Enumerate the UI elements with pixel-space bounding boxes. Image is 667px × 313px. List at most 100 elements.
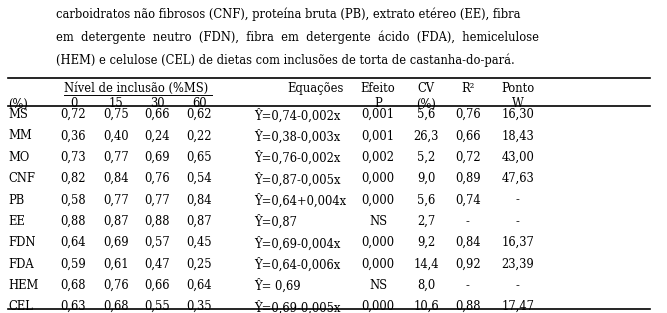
Text: 0,35: 0,35 bbox=[187, 300, 212, 313]
Text: 0,77: 0,77 bbox=[103, 151, 129, 164]
Text: Ŷ=0,76-0,002x: Ŷ=0,76-0,002x bbox=[253, 151, 340, 165]
Text: 0,000: 0,000 bbox=[362, 258, 395, 270]
Text: 26,3: 26,3 bbox=[414, 130, 439, 142]
Text: 0,45: 0,45 bbox=[187, 236, 212, 249]
Text: (HEM) e celulose (CEL) de dietas com inclusões de torta de castanha-do-pará.: (HEM) e celulose (CEL) de dietas com inc… bbox=[56, 54, 514, 67]
Text: 0,68: 0,68 bbox=[61, 279, 86, 292]
Text: 0,000: 0,000 bbox=[362, 300, 395, 313]
Text: 43,00: 43,00 bbox=[502, 151, 534, 164]
Text: 0,64: 0,64 bbox=[187, 279, 212, 292]
Text: 0,22: 0,22 bbox=[187, 130, 212, 142]
Text: 8,0: 8,0 bbox=[417, 279, 435, 292]
Text: 9,0: 9,0 bbox=[417, 172, 435, 185]
Text: 47,63: 47,63 bbox=[502, 172, 534, 185]
Text: 0,84: 0,84 bbox=[187, 193, 212, 207]
Text: CEL: CEL bbox=[8, 300, 33, 313]
Text: 18,43: 18,43 bbox=[502, 130, 534, 142]
Text: Ŷ=0,69-0,005x: Ŷ=0,69-0,005x bbox=[253, 300, 340, 313]
Text: -: - bbox=[516, 193, 520, 207]
Text: FDN: FDN bbox=[8, 236, 35, 249]
Text: carboidratos não fibrosos (CNF), proteína bruta (PB), extrato etéreo (EE), fibra: carboidratos não fibrosos (CNF), proteín… bbox=[56, 8, 520, 21]
Text: 30: 30 bbox=[150, 97, 165, 110]
Text: 0: 0 bbox=[70, 97, 77, 110]
Text: 0,55: 0,55 bbox=[145, 300, 170, 313]
Text: -: - bbox=[466, 215, 470, 228]
Text: NS: NS bbox=[369, 215, 388, 228]
Text: 0,36: 0,36 bbox=[61, 130, 86, 142]
Text: Ŷ=0,87: Ŷ=0,87 bbox=[253, 215, 297, 229]
Text: 0,000: 0,000 bbox=[362, 193, 395, 207]
Text: 5,2: 5,2 bbox=[417, 151, 435, 164]
Text: 0,58: 0,58 bbox=[61, 193, 86, 207]
Text: Ŷ=0,64+0,004x: Ŷ=0,64+0,004x bbox=[253, 193, 346, 208]
Text: 0,82: 0,82 bbox=[61, 172, 86, 185]
Text: 0,24: 0,24 bbox=[145, 130, 170, 142]
Text: 0,59: 0,59 bbox=[61, 258, 86, 270]
Text: FDA: FDA bbox=[8, 258, 33, 270]
Text: 14,4: 14,4 bbox=[414, 258, 439, 270]
Text: Equações: Equações bbox=[287, 82, 344, 95]
Text: MM: MM bbox=[8, 130, 32, 142]
Text: 16,37: 16,37 bbox=[502, 236, 534, 249]
Text: 0,73: 0,73 bbox=[61, 151, 86, 164]
Text: -: - bbox=[466, 279, 470, 292]
Text: CV: CV bbox=[418, 82, 434, 95]
Text: 0,72: 0,72 bbox=[455, 151, 481, 164]
Text: 0,002: 0,002 bbox=[362, 151, 395, 164]
Text: 0,40: 0,40 bbox=[103, 130, 129, 142]
Text: 0,89: 0,89 bbox=[455, 172, 481, 185]
Text: MS: MS bbox=[8, 108, 28, 121]
Text: PB: PB bbox=[8, 193, 24, 207]
Text: (%): (%) bbox=[8, 97, 28, 110]
Text: 0,76: 0,76 bbox=[455, 108, 481, 121]
Text: 0,88: 0,88 bbox=[61, 215, 86, 228]
Text: 0,62: 0,62 bbox=[187, 108, 212, 121]
Text: CNF: CNF bbox=[8, 172, 35, 185]
Text: (%): (%) bbox=[416, 97, 436, 110]
Text: 0,69: 0,69 bbox=[145, 151, 170, 164]
Text: 5,6: 5,6 bbox=[417, 193, 435, 207]
Text: 16,30: 16,30 bbox=[502, 108, 534, 121]
Text: 5,6: 5,6 bbox=[417, 108, 435, 121]
Text: Efeito: Efeito bbox=[361, 82, 396, 95]
Text: EE: EE bbox=[8, 215, 25, 228]
Text: 9,2: 9,2 bbox=[417, 236, 435, 249]
Text: 0,65: 0,65 bbox=[187, 151, 212, 164]
Text: 0,001: 0,001 bbox=[362, 130, 395, 142]
Text: 0,88: 0,88 bbox=[455, 300, 481, 313]
Text: 10,6: 10,6 bbox=[413, 300, 439, 313]
Text: 0,76: 0,76 bbox=[145, 172, 170, 185]
Text: Ŷ=0,74-0,002x: Ŷ=0,74-0,002x bbox=[253, 108, 340, 122]
Text: 0,87: 0,87 bbox=[187, 215, 212, 228]
Text: 0,72: 0,72 bbox=[61, 108, 86, 121]
Text: 0,66: 0,66 bbox=[145, 279, 170, 292]
Text: 0,66: 0,66 bbox=[455, 130, 481, 142]
Text: NS: NS bbox=[369, 279, 388, 292]
Text: 0,76: 0,76 bbox=[103, 279, 129, 292]
Text: 0,000: 0,000 bbox=[362, 172, 395, 185]
Text: 0,74: 0,74 bbox=[455, 193, 481, 207]
Text: Ŷ=0,69-0,004x: Ŷ=0,69-0,004x bbox=[253, 236, 340, 250]
Text: R²: R² bbox=[462, 82, 475, 95]
Text: 0,000: 0,000 bbox=[362, 236, 395, 249]
Text: 0,84: 0,84 bbox=[103, 172, 129, 185]
Text: 0,63: 0,63 bbox=[61, 300, 86, 313]
Text: Ŷ=0,64-0,006x: Ŷ=0,64-0,006x bbox=[253, 258, 340, 272]
Text: 0,54: 0,54 bbox=[187, 172, 212, 185]
Text: 0,88: 0,88 bbox=[145, 215, 170, 228]
Text: HEM: HEM bbox=[8, 279, 38, 292]
Text: -: - bbox=[516, 215, 520, 228]
Text: 0,69: 0,69 bbox=[103, 236, 129, 249]
Text: MO: MO bbox=[8, 151, 29, 164]
Text: 0,47: 0,47 bbox=[145, 258, 170, 270]
Text: 0,61: 0,61 bbox=[103, 258, 129, 270]
Text: 23,39: 23,39 bbox=[502, 258, 534, 270]
Text: -: - bbox=[516, 279, 520, 292]
Text: 0,87: 0,87 bbox=[103, 215, 129, 228]
Text: 15: 15 bbox=[109, 97, 123, 110]
Text: 0,64: 0,64 bbox=[61, 236, 86, 249]
Text: 0,001: 0,001 bbox=[362, 108, 395, 121]
Text: 0,75: 0,75 bbox=[103, 108, 129, 121]
Text: 0,77: 0,77 bbox=[145, 193, 170, 207]
Text: 60: 60 bbox=[192, 97, 207, 110]
